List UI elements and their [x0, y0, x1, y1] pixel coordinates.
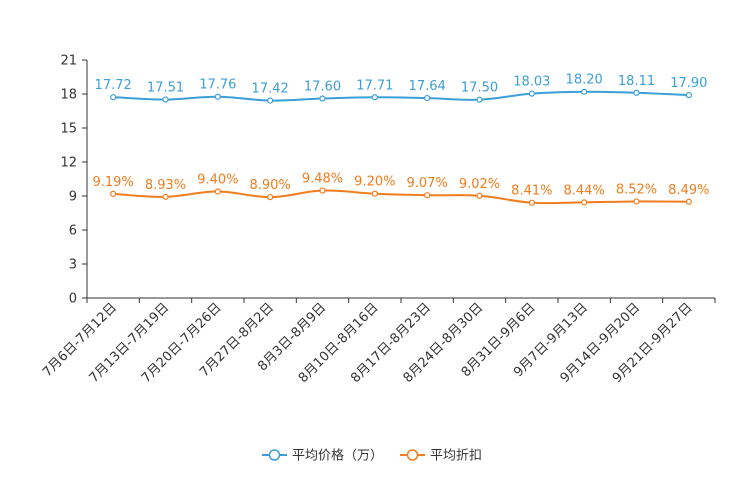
y-tick-label: 6: [69, 224, 77, 239]
data-point: [685, 92, 692, 99]
data-point: [110, 94, 117, 101]
data-point: [581, 199, 588, 206]
data-point: [267, 97, 274, 104]
data-point: [424, 94, 431, 102]
y-tick-label: 21: [60, 54, 77, 69]
y-tick-label: 12: [60, 156, 77, 171]
data-label: 17.90: [670, 76, 707, 91]
data-label: 18.11: [618, 74, 655, 89]
series-avg-discount: 9.19% 8.93% 9.40% 8.90% 9.48% 9.20% 9.07% 9.02%…: [93, 172, 709, 206]
data-point: [371, 190, 378, 197]
data-label: 17.72: [95, 78, 132, 93]
data-label: 17.51: [147, 81, 184, 96]
y-tick-label: 0: [69, 292, 77, 307]
data-label: 17.76: [199, 78, 236, 93]
data-point: [528, 199, 535, 206]
data-label: 9.48%: [302, 172, 343, 187]
legend-marker: [268, 449, 281, 461]
data-label: 8.90%: [250, 178, 291, 193]
series-avg-price: 17.72 17.51 17.76 17.42 17.60 17.71 17.64 17.50…: [95, 73, 707, 104]
y-tick-label: 15: [60, 122, 77, 137]
data-label: 17.42: [252, 82, 289, 97]
data-label: 9.07%: [407, 176, 448, 191]
data-point: [319, 95, 326, 102]
data-point: [162, 96, 169, 103]
data-point: [371, 94, 378, 101]
data-point: [424, 192, 431, 199]
data-label: 17.64: [409, 79, 446, 94]
data-point: [633, 198, 640, 205]
data-label: 8.93%: [145, 178, 186, 193]
data-point: [581, 88, 588, 95]
data-label: 9.40%: [197, 172, 238, 187]
data-label: 8.52%: [616, 182, 657, 197]
data-label: 9.02%: [459, 177, 500, 192]
series-line: [113, 189, 689, 205]
data-point: [110, 190, 117, 197]
data-point: [162, 193, 169, 200]
legend[interactable]: 平均价格（万） 平均折扣: [262, 448, 482, 464]
series-layer: 17.72 17.51 17.76 17.42 17.60 17.71 17.64 17.50…: [93, 73, 709, 206]
data-label: 18.03: [513, 75, 550, 90]
data-point: [319, 187, 326, 194]
data-point: [476, 192, 483, 199]
data-label: 17.50: [461, 81, 498, 96]
y-tick-label: 3: [69, 258, 77, 273]
y-tick-label: 9: [69, 190, 77, 205]
data-point: [476, 96, 483, 103]
legend-label: 平均价格（万）: [292, 448, 383, 464]
data-label: 18.20: [566, 73, 603, 88]
legend-marker: [406, 449, 419, 461]
data-label: 9.19%: [93, 175, 134, 190]
y-tick-label: 18: [60, 88, 77, 103]
series-line: [113, 90, 689, 102]
data-point: [685, 198, 692, 205]
data-point: [214, 93, 221, 100]
legend-item-avg-discount[interactable]: 平均折扣: [400, 449, 482, 464]
data-label: 17.60: [304, 80, 341, 95]
data-point: [214, 188, 221, 195]
data-point: [267, 194, 274, 201]
axes: 0369121518217月6日-7月12日7月13日-7月19日7月20日-7…: [40, 54, 716, 386]
data-label: 8.44%: [564, 183, 605, 198]
legend-item-avg-price[interactable]: 平均价格（万）: [262, 448, 383, 464]
legend-label: 平均折扣: [430, 449, 482, 464]
data-point: [633, 89, 640, 96]
data-label: 8.49%: [668, 183, 709, 198]
data-label: 17.71: [356, 78, 393, 93]
data-label: 8.41%: [511, 184, 552, 199]
data-point: [528, 90, 535, 97]
data-label: 9.20%: [354, 175, 395, 190]
